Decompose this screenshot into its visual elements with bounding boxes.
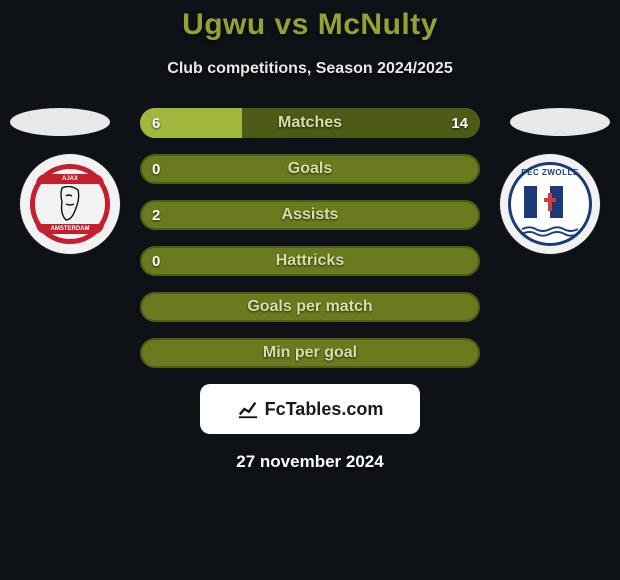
pec-label: PEC ZWOLLE [508, 168, 592, 177]
stat-bar: Matches6 14 [140, 108, 480, 138]
stat-bar: Min per goal [140, 338, 480, 368]
player-left-club-badge: AJAX AMSTERDAM [20, 154, 120, 254]
stat-bar-label: Goals [140, 154, 480, 184]
stat-bar: Goals0 [140, 154, 480, 184]
pec-zwolle-logo: PEC ZWOLLE [508, 162, 592, 246]
ajax-bottom-text: AMSTERDAM [36, 224, 104, 234]
fctables-icon [237, 398, 259, 420]
stat-bar-left-value: 2 [152, 200, 160, 230]
ajax-logo: AJAX AMSTERDAM [30, 164, 110, 244]
stat-bar: Assists2 [140, 200, 480, 230]
subtitle: Club competitions, Season 2024/2025 [0, 60, 620, 78]
stat-bar-label: Matches [140, 108, 480, 138]
player-right-club-badge: PEC ZWOLLE [500, 154, 600, 254]
stage: AJAX AMSTERDAM PEC ZWOLLE [0, 108, 620, 368]
attribution-badge: FcTables.com [200, 384, 420, 434]
stat-bar-right-value: 14 [451, 108, 468, 138]
player-right-shadow [510, 108, 610, 136]
stat-bar: Hattricks0 [140, 246, 480, 276]
stat-bar: Goals per match [140, 292, 480, 322]
attribution-text: FcTables.com [265, 399, 384, 420]
stat-bar-label: Min per goal [140, 338, 480, 368]
stat-bar-label: Goals per match [140, 292, 480, 322]
ajax-top-text: AJAX [36, 174, 104, 184]
stat-bar-left-value: 0 [152, 246, 160, 276]
stat-bars: Matches614Goals0Assists2Hattricks0Goals … [140, 108, 480, 368]
stat-bar-left-value: 0 [152, 154, 160, 184]
date: 27 november 2024 [0, 452, 620, 472]
comparison-card: Ugwu vs McNulty Club competitions, Seaso… [0, 0, 620, 472]
player-left-shadow [10, 108, 110, 136]
stat-bar-label: Hattricks [140, 246, 480, 276]
stat-bar-label: Assists [140, 200, 480, 230]
title: Ugwu vs McNulty [0, 8, 620, 42]
stat-bar-left-value: 6 [152, 108, 160, 138]
